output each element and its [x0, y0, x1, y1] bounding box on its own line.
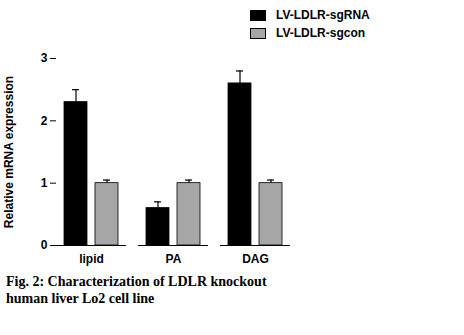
- svg-text:PA: PA: [166, 252, 182, 266]
- svg-text:3: 3: [41, 51, 48, 65]
- html-text:Fig. 2: Characterization of LD: Fig. 2: Characterization of LDLR knockou…: [6, 274, 267, 306]
- html-text:LV-LDLR-sgRNA: LV-LDLR-sgRNA: [276, 8, 370, 22]
- svg-text:1: 1: [41, 176, 48, 190]
- svg-text:Relative mRNA expression: Relative mRNA expression: [2, 76, 16, 228]
- svg-text:DAG: DAG: [242, 252, 269, 266]
- svg-text:2: 2: [41, 114, 48, 128]
- html-text:LV-LDLR-sgcon: LV-LDLR-sgcon: [276, 26, 366, 40]
- svg-text:0: 0: [41, 238, 48, 252]
- svg-text:lipid: lipid: [79, 252, 104, 266]
